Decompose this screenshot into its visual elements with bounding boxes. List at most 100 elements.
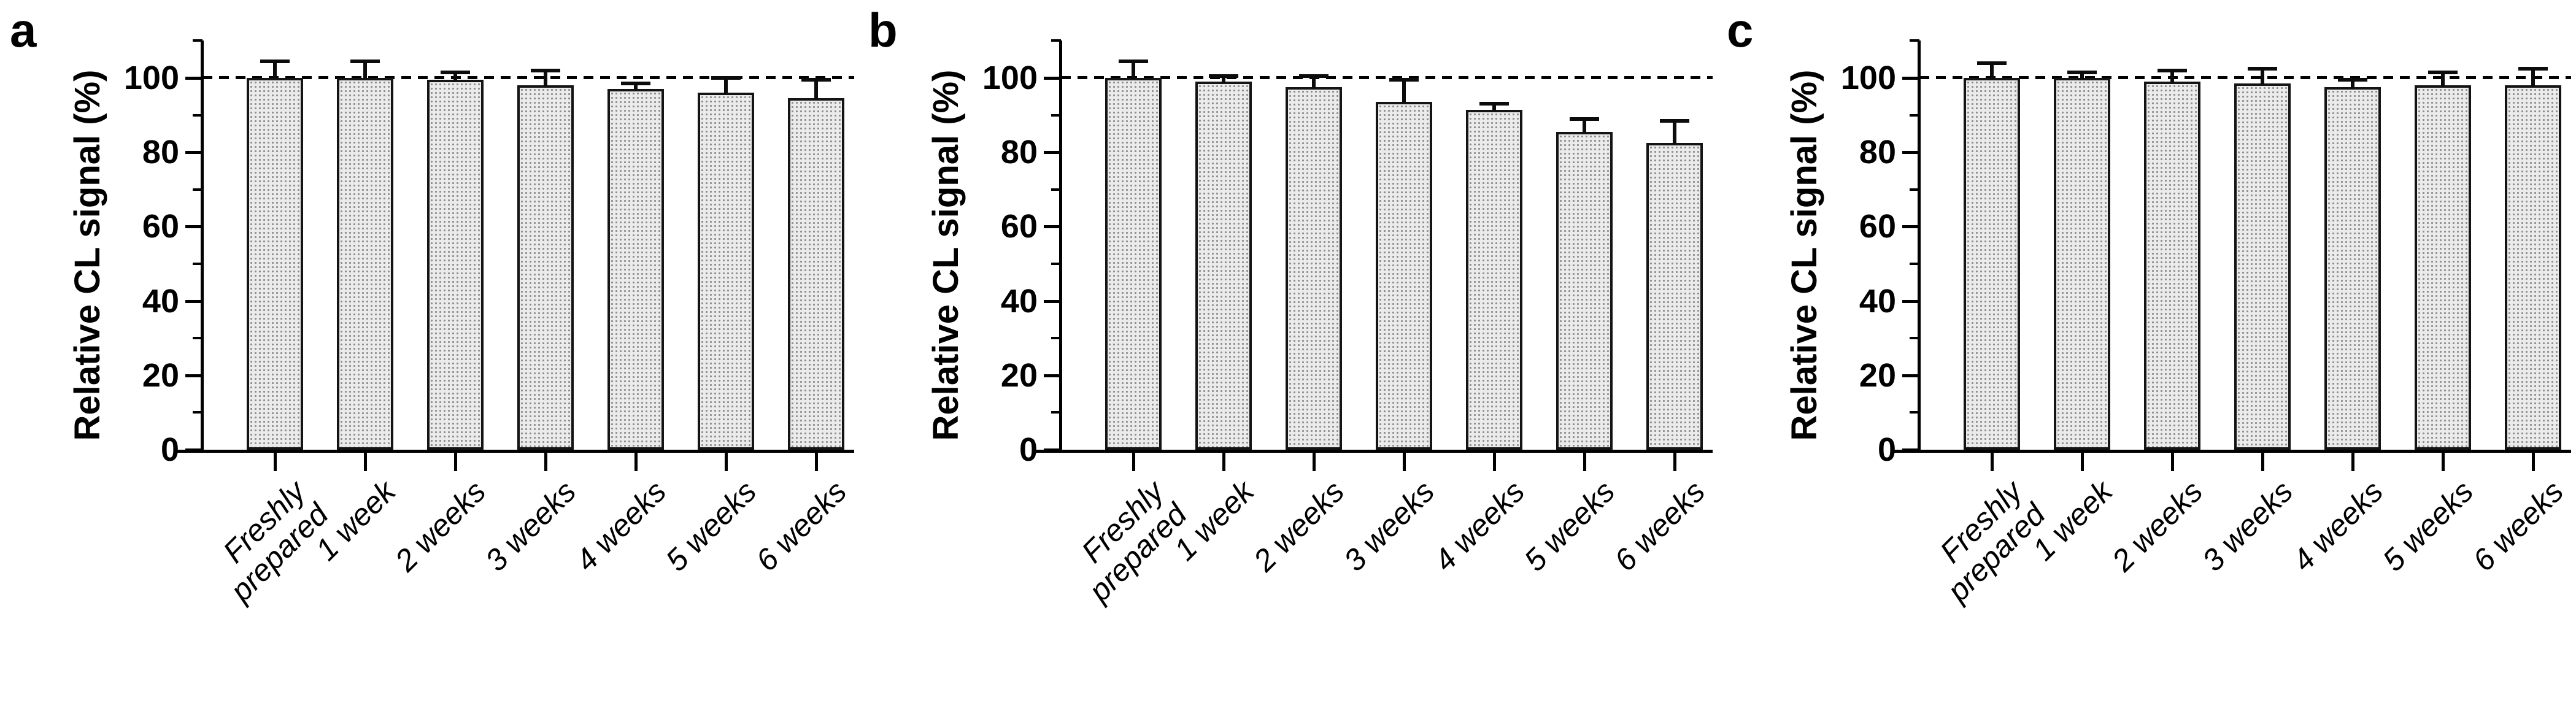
panel-letter-b: b [868,3,898,57]
y-minor-tick-30 [1051,337,1061,340]
error-bar-stem [363,59,367,79]
bar-freshly-prepared [1105,78,1162,450]
error-bar-cap [2158,68,2187,72]
y-minor-tick-10 [1910,411,1919,414]
error-bar-cap [1389,78,1419,82]
y-axis-line [201,40,204,453]
bar-freshly-prepared [1964,78,2020,450]
y-tick-label-20: 20 [1000,356,1038,394]
error-bar-cap [441,70,470,74]
y-tick-label-0: 0 [1877,431,1896,468]
x-tick-4 [2261,452,2264,471]
error-bar-cap [1570,117,1599,121]
bar-1-week [1195,82,1252,450]
y-tick-80 [185,151,202,155]
bar-4-weeks [607,89,664,450]
y-tick-40 [1902,299,1919,303]
y-tick-100 [185,77,202,80]
y-tick-label-100: 100 [982,60,1038,96]
y-minor-tick-30 [193,337,202,340]
x-tick-4 [1403,452,1406,471]
error-bar-cap [531,68,560,72]
y-minor-tick-110 [1051,39,1061,42]
panel-a: a Relative CL signal (%) 0 20 40 60 80 100 Fre… [0,0,858,642]
reference-line-100pct [1919,76,2571,79]
y-tick-40 [1044,299,1061,303]
error-bar-stem [2080,70,2084,79]
error-bar-cap [1209,74,1238,78]
y-tick-label-60: 60 [1000,208,1038,245]
bar-5-weeks [698,93,754,450]
error-bar-stem [1990,61,1994,79]
error-bar-stem [2261,66,2264,85]
figure-bar-chart-panels: a Relative CL signal (%) 0 20 40 60 80 100 Fre… [0,0,2571,642]
bar-1-week [337,78,393,450]
y-tick-label-60: 60 [1859,208,1896,245]
x-tick-1 [274,452,277,471]
y-tick-label-100: 100 [123,60,179,96]
error-bar-cap [621,82,650,86]
y-tick-label-40: 40 [1859,282,1896,320]
y-tick-80 [1044,151,1061,155]
error-bar-cap [260,59,290,63]
y-axis-label: Relative CL signal (%) [67,69,107,441]
y-minor-tick-10 [1051,411,1061,414]
error-bar-cap [1119,59,1148,63]
error-bar-cap [2338,78,2367,82]
bar-3-weeks [1376,102,1432,450]
x-tick-7 [815,452,818,471]
y-tick-100 [1902,77,1919,80]
y-tick-100 [1044,77,1061,80]
x-tick-2 [1222,452,1225,471]
bar-2-weeks [2144,82,2200,450]
bar-freshly-prepared [247,78,303,450]
x-tick-3 [454,452,457,471]
bar-4-weeks [2324,87,2381,450]
y-tick-label-40: 40 [1000,282,1038,320]
x-tick-6 [2442,452,2445,471]
bar-2-weeks [427,80,484,450]
reference-line-100pct [1061,76,1713,79]
x-tick-2 [364,452,367,471]
y-tick-40 [185,299,202,303]
error-bar-cap [2518,66,2548,71]
x-tick-7 [2532,452,2535,471]
y-axis-line [1918,40,1921,453]
panel-letter-c: c [1727,3,1754,57]
x-tick-1 [1991,452,1994,471]
error-bar-stem [2531,66,2535,87]
y-tick-20 [1902,374,1919,377]
x-tick-7 [1673,452,1676,471]
error-bar-stem [1402,78,1406,104]
bar-2-weeks [1286,87,1342,450]
bar-6-weeks [1646,143,1703,450]
error-bar-stem [634,82,638,91]
y-minor-tick-90 [193,114,202,117]
error-bar-cap [1977,61,2007,65]
error-bar-stem [2351,78,2354,89]
y-tick-label-20: 20 [142,356,179,394]
y-axis-line [1059,40,1062,453]
y-minor-tick-70 [193,188,202,191]
y-tick-label-20: 20 [1859,356,1896,394]
panel-b: b Relative CL signal (%) 0 20 40 60 80 100 Fre… [858,0,1717,642]
error-bar-cap [2248,66,2277,71]
y-tick-label-80: 80 [142,134,179,171]
y-tick-60 [185,225,202,229]
y-tick-label-80: 80 [1859,134,1896,171]
bar-1-week [2054,78,2110,450]
x-tick-5 [634,452,638,471]
x-tick-1 [1132,452,1135,471]
x-tick-4 [544,452,547,471]
y-tick-60 [1044,225,1061,229]
error-bar-cap [1479,102,1509,106]
error-bar-stem [544,68,547,87]
x-axis-line [1894,450,2571,453]
y-minor-tick-30 [1910,337,1919,340]
error-bar-cap [2428,70,2458,74]
y-minor-tick-90 [1051,114,1061,117]
error-bar-cap [1660,118,1689,123]
y-tick-label-0: 0 [160,431,179,468]
bar-3-weeks [2234,83,2291,450]
x-tick-6 [725,452,728,471]
